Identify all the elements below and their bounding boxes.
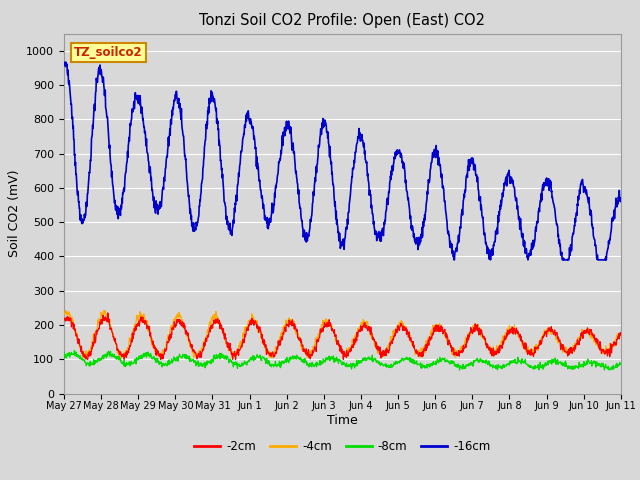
Y-axis label: Soil CO2 (mV): Soil CO2 (mV) <box>8 170 20 257</box>
X-axis label: Time: Time <box>327 414 358 427</box>
Title: Tonzi Soil CO2 Profile: Open (East) CO2: Tonzi Soil CO2 Profile: Open (East) CO2 <box>200 13 485 28</box>
Text: TZ_soilco2: TZ_soilco2 <box>74 46 143 59</box>
Legend: -2cm, -4cm, -8cm, -16cm: -2cm, -4cm, -8cm, -16cm <box>189 435 495 458</box>
